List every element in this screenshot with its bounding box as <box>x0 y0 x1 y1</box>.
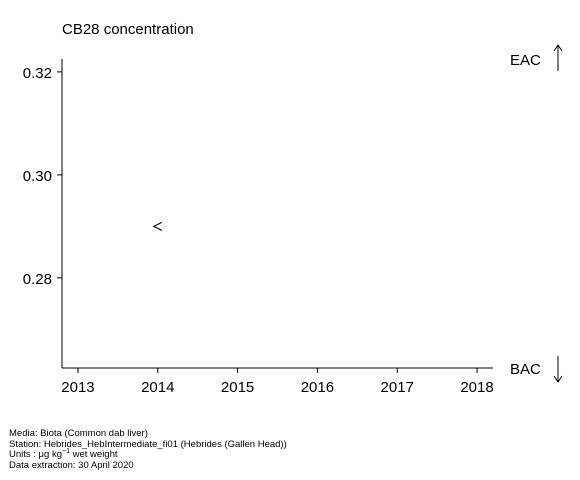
x-tick-label: 2017 <box>381 379 414 396</box>
chart-footer: Media: Biota (Common dab liver) Station:… <box>9 428 287 471</box>
footer-extraction: Data extraction: 30 April 2020 <box>9 459 134 471</box>
x-tick-label: 2015 <box>221 379 254 396</box>
arrow-up-icon <box>553 44 563 71</box>
y-tick-label: 0.30 <box>23 168 52 185</box>
reference-labels: EAC BAC <box>510 44 563 383</box>
data-point-less-than-marker <box>152 221 163 231</box>
x-tick-label: 2013 <box>61 379 94 396</box>
arrow-down-icon <box>553 356 563 383</box>
y-tick-label: 0.28 <box>23 271 52 288</box>
footer-units-exponent: −1 <box>62 447 70 455</box>
chart-title: CB28 concentration <box>62 21 194 38</box>
x-ticks: 2013 2014 2015 2016 2017 2018 <box>61 368 494 396</box>
footer-media: Media: Biota (Common dab liver) <box>9 428 148 439</box>
x-tick-label: 2016 <box>301 379 334 396</box>
x-tick-label: 2018 <box>460 379 493 396</box>
y-tick-label: 0.32 <box>23 65 52 82</box>
data-points <box>152 221 163 231</box>
footer-units: Units : μg kg−1 wet weight <box>9 447 287 461</box>
x-tick-label: 2014 <box>141 379 174 396</box>
reference-label-bac: BAC <box>510 361 541 378</box>
footer-station: Station: Hebrides_HebIntermediate_fi01 (… <box>9 438 287 450</box>
footer-units-prefix: Units : μg kg <box>9 449 62 460</box>
footer-units-suffix: wet weight <box>69 449 118 460</box>
y-ticks: 0.32 0.30 0.28 <box>23 65 62 288</box>
reference-label-eac: EAC <box>510 52 541 69</box>
